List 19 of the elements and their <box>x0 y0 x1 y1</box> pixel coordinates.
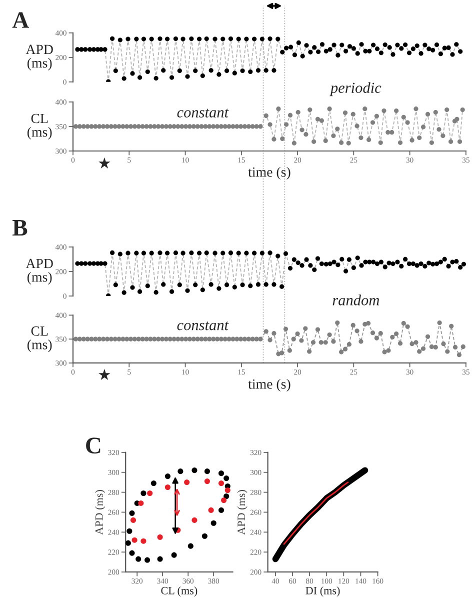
chart-title: B <box>12 220 28 236</box>
text: ★ <box>98 157 110 168</box>
y-axis-title: APD (ms) <box>95 490 106 535</box>
y-axis-title: APD (ms) <box>237 490 248 535</box>
y-axis-title: CL (ms) <box>27 326 52 352</box>
chart-title: A <box>12 12 29 28</box>
x-axis-title: CL (ms) <box>161 586 198 597</box>
x-axis-title: time (s) <box>248 378 290 392</box>
annotation: constant <box>177 321 229 330</box>
y-axis-title: APD (ms) <box>26 44 53 70</box>
chart-title: C <box>86 438 100 454</box>
x-axis-title: DI (ms) <box>306 586 340 597</box>
y-axis-title: APD (ms) <box>26 258 53 285</box>
text: periodic <box>330 82 382 96</box>
x-axis-title: time (s) <box>248 166 290 180</box>
annotation: random <box>332 294 380 306</box>
annotation: constant <box>177 108 229 118</box>
text: ★ <box>98 368 110 380</box>
y-axis-title: CL (ms) <box>27 114 52 140</box>
